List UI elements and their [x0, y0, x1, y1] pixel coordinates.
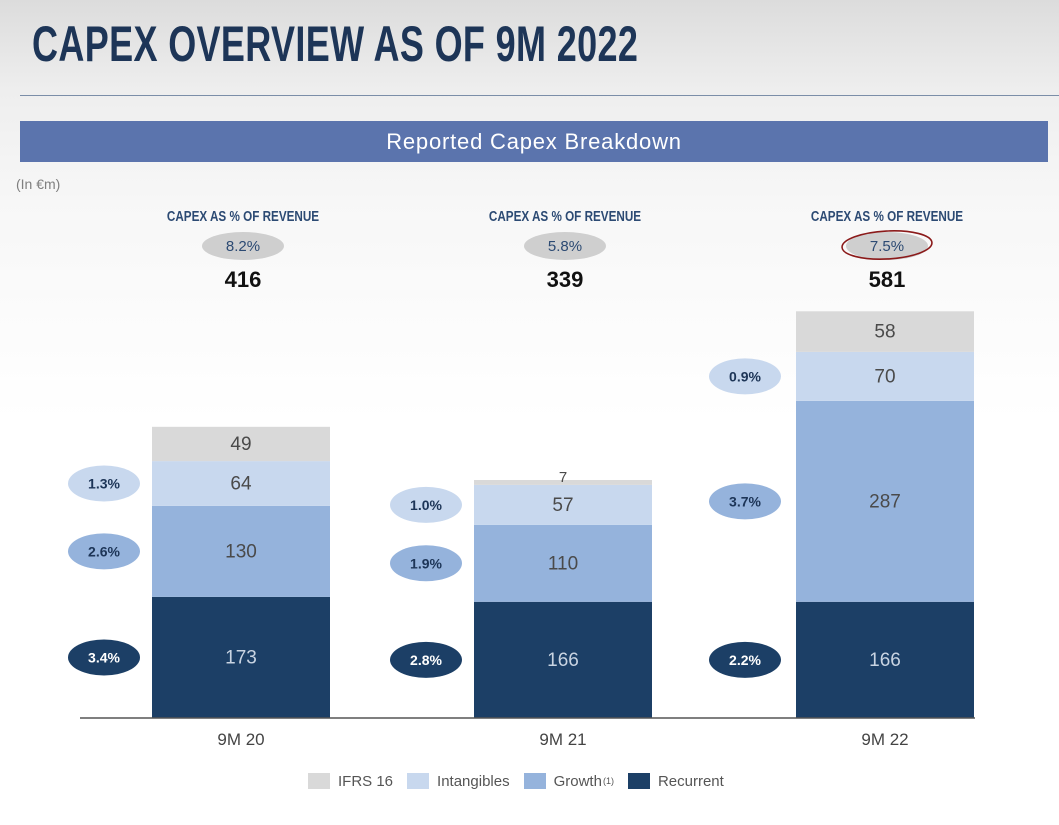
bar-segment-intangibles — [152, 461, 330, 506]
bar-value-label: 166 — [547, 650, 579, 671]
bar-segment-growth — [152, 505, 330, 597]
legend-swatch — [627, 773, 650, 789]
legend-item-ifrs16: IFRS 16 — [308, 773, 393, 790]
pct-of-revenue-label: 1.9% — [410, 555, 442, 571]
bar-segment-ifrs16 — [474, 480, 652, 485]
x-tick-label: 9M 20 — [217, 730, 264, 749]
page-title: CAPEX OVERVIEW AS OF 9M 2022 — [32, 16, 639, 72]
x-tick-label: 9M 22 — [861, 730, 908, 749]
bar-value-label: 166 — [869, 650, 901, 671]
unit-label: (In €m) — [16, 176, 61, 192]
pct-of-revenue-label: 2.2% — [729, 652, 761, 668]
bar-value-label: 57 — [552, 495, 573, 516]
pct-of-revenue-pill — [68, 533, 140, 570]
pct-of-revenue-label: 0.9% — [729, 368, 761, 384]
capex-ratio-label: CAPEX AS % OF REVENUE — [811, 208, 963, 225]
section-banner: Reported Capex Breakdown — [20, 121, 1048, 162]
pct-of-revenue-pill — [390, 641, 462, 678]
legend-swatch — [523, 773, 546, 789]
legend-label: IFRS 16 — [338, 772, 394, 790]
bar-segment-growth — [796, 400, 974, 602]
capex-ratio-value: 8.2% — [226, 238, 260, 255]
chart-legend: IFRS 16 Intangibles Growth (1) Recurrent — [308, 770, 738, 792]
pct-of-revenue-pill — [709, 358, 781, 395]
capex-ratio-pill — [524, 232, 606, 260]
bar-segment-growth — [474, 524, 652, 602]
capex-ratio-value: 7.5% — [870, 238, 904, 255]
pct-of-revenue-pill — [390, 486, 462, 523]
bar-value-label: 173 — [225, 647, 257, 668]
bar-segment-intangibles — [796, 351, 974, 401]
bar-segment-recurrent — [474, 601, 652, 718]
pct-of-revenue-label: 3.4% — [88, 649, 120, 665]
capex-ratio-pill — [202, 232, 284, 260]
legend-label: Intangibles — [437, 772, 510, 790]
pct-of-revenue-pill — [68, 465, 140, 502]
pct-of-revenue-label: 1.0% — [410, 497, 442, 513]
bar-segment-ifrs16 — [796, 311, 974, 352]
bar-segment-recurrent — [796, 601, 974, 718]
legend-label: Recurrent — [657, 772, 724, 790]
capex-ratio-label: CAPEX AS % OF REVENUE — [167, 208, 319, 225]
pct-of-revenue-label: 2.6% — [88, 543, 120, 559]
bar-value-label: 130 — [225, 541, 257, 562]
highlight-circle — [841, 230, 933, 260]
capex-ratio-pill — [846, 232, 928, 260]
legend-item-recurrent: Recurrent — [627, 772, 724, 790]
banner-title: Reported Capex Breakdown — [386, 128, 682, 154]
pct-of-revenue-label: 3.7% — [729, 493, 761, 509]
bar-value-label: 49 — [230, 434, 251, 455]
capex-ratio-label: CAPEX AS % OF REVENUE — [489, 208, 641, 225]
bar-segment-recurrent — [152, 596, 330, 718]
legend-swatch — [407, 773, 430, 789]
bar-segment-intangibles — [474, 484, 652, 525]
legend-item-growth: Growth (1) — [523, 772, 614, 790]
pct-of-revenue-label: 1.3% — [88, 476, 120, 492]
pct-of-revenue-label: 2.8% — [410, 652, 442, 668]
legend-swatch — [308, 773, 330, 789]
bar-total-label: 339 — [547, 267, 584, 292]
bar-segment-ifrs16 — [152, 426, 330, 462]
pct-of-revenue-pill — [68, 639, 140, 676]
bar-total-label: 416 — [225, 267, 262, 292]
legend-footnote-marker: (1) — [602, 776, 614, 786]
bar-value-label: 110 — [548, 553, 578, 574]
bar-value-label: 287 — [869, 491, 901, 512]
capex-ratio-value: 5.8% — [548, 238, 582, 255]
bar-value-label: 70 — [874, 366, 895, 387]
legend-label: Growth — [553, 772, 602, 790]
legend-item-intangibles: Intangibles — [407, 773, 510, 790]
bar-value-label: 7 — [559, 469, 567, 486]
x-tick-label: 9M 21 — [539, 730, 586, 749]
bar-value-label: 58 — [874, 322, 895, 343]
bar-value-label: 64 — [230, 474, 252, 495]
bar-total-label: 581 — [869, 267, 906, 292]
pct-of-revenue-pill — [390, 545, 462, 582]
title-divider — [20, 95, 1059, 96]
pct-of-revenue-pill — [709, 641, 781, 678]
pct-of-revenue-pill — [709, 483, 781, 520]
